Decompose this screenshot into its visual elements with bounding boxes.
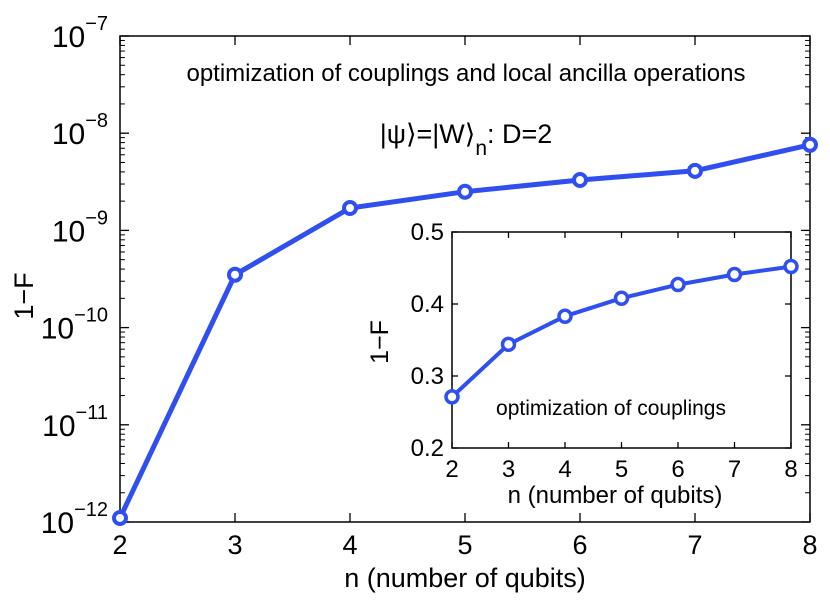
main-xtick-label: 5	[457, 530, 472, 560]
inset-title: optimization of couplings	[496, 397, 726, 420]
main-subtitle: |ψ⟩=|W⟩n: D=2	[380, 119, 553, 160]
main-data-point	[227, 266, 243, 283]
main-xtick-label: 4	[342, 530, 357, 560]
inset-ytick-label: 0.2	[411, 435, 444, 462]
main-xtick-label: 2	[112, 530, 127, 560]
main-xtick-label: 7	[687, 530, 702, 560]
main-data-point	[457, 183, 473, 200]
main-ticks	[119, 35, 811, 523]
main-y-axis-label: 1−F	[9, 272, 39, 319]
inset-ytick-label: 0.5	[411, 219, 444, 246]
main-ytick-label: 10−8	[52, 110, 108, 151]
inset-x-tick-labels: 2 3 4 5 6 7 8	[445, 456, 797, 483]
main-data-point	[687, 162, 703, 179]
inset-xtick-label: 8	[784, 456, 797, 483]
main-x-tick-labels: 2 3 4 5 6 7 8	[112, 530, 817, 560]
inset-xtick-label: 2	[445, 456, 458, 483]
inset-data-point	[783, 258, 799, 275]
main-ytick-label: 10−7	[52, 13, 108, 54]
inset-ytick-label: 0.4	[411, 291, 444, 318]
inset-data-point	[557, 308, 573, 324]
main-y-tick-labels: 10−12 10−11 10−10 10−9 10−8 10−7	[41, 13, 108, 540]
main-series	[112, 136, 818, 526]
inset-y-axis-label: 1−F	[366, 320, 394, 364]
inset-data-point	[444, 389, 460, 405]
main-xtick-label: 3	[227, 530, 242, 560]
main-ytick-label: 10−9	[52, 207, 108, 248]
inset-series	[444, 258, 799, 405]
main-data-point	[572, 172, 588, 189]
inset-ytick-label: 0.3	[411, 363, 444, 390]
inset-xtick-label: 4	[558, 456, 571, 483]
inset-y-tick-labels: 0.2 0.3 0.4 0.5	[411, 219, 444, 462]
main-ytick-label: 10−12	[41, 499, 108, 540]
inset-xtick-label: 6	[671, 456, 684, 483]
main-data-point	[802, 136, 818, 153]
inset-xtick-label: 5	[615, 456, 628, 483]
inset-xtick-label: 3	[502, 456, 515, 483]
main-title: optimization of couplings and local anci…	[186, 60, 745, 87]
inset-ticks	[451, 231, 792, 449]
inset-data-point	[726, 266, 743, 283]
main-data-point	[342, 200, 358, 217]
main-x-axis-label: n (number of qubits)	[344, 563, 586, 593]
inset-x-axis-label: n (number of qubits)	[508, 482, 723, 509]
inset-data-point	[500, 336, 517, 353]
main-ytick-label: 10−11	[42, 402, 108, 443]
main-data-point	[112, 509, 128, 526]
main-xtick-label: 8	[802, 530, 817, 560]
main-xtick-label: 6	[572, 530, 587, 560]
inset-data-point	[670, 276, 686, 293]
inset-xtick-label: 7	[728, 456, 741, 483]
main-ytick-label: 10−10	[41, 305, 108, 346]
inset-data-point	[613, 290, 630, 306]
